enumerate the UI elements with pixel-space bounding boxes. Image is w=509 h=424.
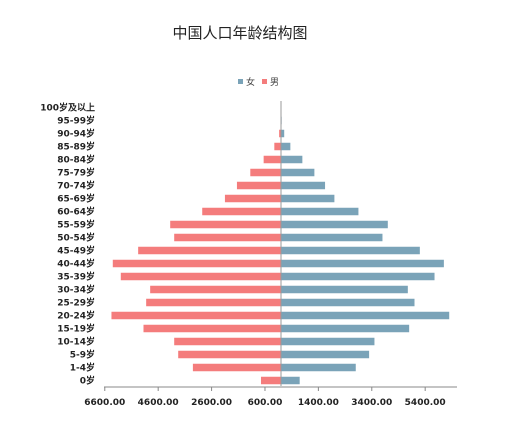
bar-male-3[interactable] <box>174 337 281 346</box>
y-tick-label: 15-19岁 <box>57 323 95 335</box>
bar-male-17[interactable] <box>263 155 281 164</box>
y-tick-label: 0岁 <box>80 375 95 387</box>
bar-male-0[interactable] <box>260 376 281 385</box>
x-tick-label: 600.00 <box>248 398 283 408</box>
bar-female-5[interactable] <box>281 311 450 320</box>
bar-female-8[interactable] <box>281 272 435 281</box>
y-tick-label: 35-39岁 <box>57 271 95 283</box>
y-tick-label: 80-84岁 <box>57 154 95 166</box>
legend-swatch <box>262 79 267 84</box>
bars <box>111 103 450 385</box>
y-tick-label: 1-4岁 <box>70 362 95 374</box>
x-tick-label: 4600.00 <box>138 398 179 408</box>
legend-label: 女 <box>246 76 255 88</box>
bar-male-5[interactable] <box>111 311 281 320</box>
y-tick-label: 90-94岁 <box>57 128 95 140</box>
bar-male-16[interactable] <box>250 168 281 177</box>
y-tick-label: 65-69岁 <box>57 193 95 205</box>
x-tick-label: 6600.00 <box>84 398 125 408</box>
y-tick-label: 10-14岁 <box>57 336 95 348</box>
bar-male-7[interactable] <box>150 285 281 294</box>
y-tick-label: 85-89岁 <box>57 141 95 153</box>
y-tick-label: 5-9岁 <box>70 349 95 361</box>
y-tick-label: 30-34岁 <box>57 284 95 296</box>
y-tick-label: 50-54岁 <box>57 232 95 244</box>
bar-male-2[interactable] <box>178 350 281 359</box>
bar-male-6[interactable] <box>146 298 281 307</box>
bar-female-7[interactable] <box>281 285 408 294</box>
legend-swatch <box>238 79 243 84</box>
bar-female-15[interactable] <box>281 181 326 190</box>
bar-female-9[interactable] <box>281 259 444 268</box>
chart-title: 中国人口年龄结构图 <box>172 24 308 42</box>
y-tick-label: 55-59岁 <box>57 219 95 231</box>
bar-male-4[interactable] <box>143 324 281 333</box>
bar-female-6[interactable] <box>281 298 415 307</box>
y-tick-label: 60-64岁 <box>57 206 95 218</box>
bar-female-11[interactable] <box>281 233 383 242</box>
y-tick-label: 95-99岁 <box>57 115 95 127</box>
bar-female-13[interactable] <box>281 207 359 216</box>
bar-male-11[interactable] <box>174 233 281 242</box>
y-tick-label: 45-49岁 <box>57 245 95 257</box>
bar-male-12[interactable] <box>170 220 281 229</box>
y-tick-label: 40-44岁 <box>57 258 95 270</box>
bar-female-19[interactable] <box>281 129 285 138</box>
bar-female-17[interactable] <box>281 155 303 164</box>
y-tick-label: 25-29岁 <box>57 297 95 309</box>
x-tick-label: 5400.00 <box>405 398 446 408</box>
x-axis-ticks: 6600.00 4600.00 2600.00 600.00 1400.00 3400.0… <box>84 387 446 408</box>
bar-male-14[interactable] <box>224 194 281 203</box>
y-tick-label: 70-74岁 <box>57 180 95 192</box>
x-tick-label: 1400.00 <box>298 398 339 408</box>
bar-female-14[interactable] <box>281 194 335 203</box>
x-tick-label: 3400.00 <box>351 398 392 408</box>
bar-male-15[interactable] <box>236 181 281 190</box>
legend[interactable]: 女男 <box>238 76 279 88</box>
bar-female-4[interactable] <box>281 324 410 333</box>
y-tick-label: 75-79岁 <box>57 167 95 179</box>
bar-male-18[interactable] <box>274 142 281 151</box>
x-tick-label: 2600.00 <box>191 398 232 408</box>
bar-female-0[interactable] <box>281 376 300 385</box>
bar-male-13[interactable] <box>202 207 281 216</box>
bar-female-16[interactable] <box>281 168 315 177</box>
y-tick-label: 20-24岁 <box>57 310 95 322</box>
y-tick-label: 100岁及以上 <box>40 102 95 114</box>
legend-label: 男 <box>270 77 279 88</box>
bar-female-10[interactable] <box>281 246 420 255</box>
bar-male-9[interactable] <box>112 259 281 268</box>
bar-female-3[interactable] <box>281 337 375 346</box>
bar-female-18[interactable] <box>281 142 291 151</box>
y-axis-ticks: 0岁1-4岁5-9岁10-14岁15-19岁20-24岁25-29岁30-34岁… <box>40 102 95 387</box>
bar-female-12[interactable] <box>281 220 388 229</box>
bar-male-8[interactable] <box>120 272 281 281</box>
bar-female-1[interactable] <box>281 363 356 372</box>
bar-male-10[interactable] <box>138 246 281 255</box>
bar-male-1[interactable] <box>192 363 281 372</box>
bar-male-19[interactable] <box>279 129 281 138</box>
bar-female-2[interactable] <box>281 350 370 359</box>
